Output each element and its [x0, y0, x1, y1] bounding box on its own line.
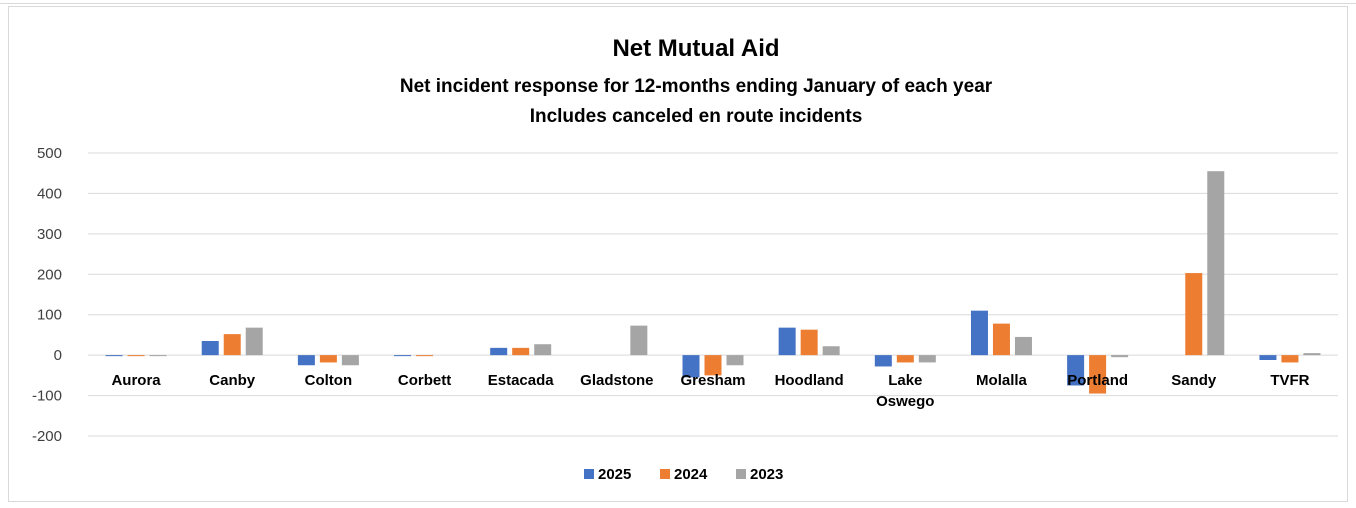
y-tick-label-2: 300 [37, 226, 62, 243]
x-category-label-2: Colton [305, 372, 352, 389]
x-category-label-4: Estacada [488, 372, 555, 389]
bar-2024-lake-oswego [896, 355, 914, 363]
x-category-label-1: Canby [209, 372, 256, 389]
bar-2024-colton [319, 355, 337, 363]
bar-2025-corbett [394, 355, 412, 357]
bar-2024-corbett [416, 355, 434, 357]
y-tick-label-3: 200 [37, 266, 62, 283]
top-border [0, 0, 1356, 4]
bar-2024-tvfr [1281, 355, 1299, 363]
chart-subtitle-line-2: Includes canceled en route incidents [530, 106, 863, 127]
bar-2023-estacada [534, 344, 552, 356]
y-tick-label-0: 500 [37, 145, 62, 162]
bar-2025-tvfr [1259, 355, 1277, 360]
x-category-label-7: Hoodland [775, 372, 844, 389]
x-axis-category-labels: Aurora Canby Colton Corbett Estacada Gladston… [111, 372, 1309, 410]
bar-2023-lake-oswego [918, 355, 936, 363]
bar-2024-estacada [512, 347, 530, 356]
y-tick-label-6: -100 [32, 388, 62, 405]
x-category-label-11: Sandy [1171, 372, 1217, 389]
bar-2025-molalla [970, 310, 988, 356]
bar-2023-aurora [149, 355, 167, 357]
chart-subtitle-line-1: Net incident response for 12-months endi… [400, 76, 993, 97]
x-category-label-5: Gladstone [580, 372, 653, 389]
bar-2023-portland [1111, 355, 1129, 358]
chart-title: Net Mutual Aid [612, 35, 779, 62]
legend-label-2025: 2025 [598, 466, 631, 483]
y-tick-label-7: -200 [32, 428, 62, 445]
bar-2023-colton [341, 355, 359, 366]
bar-2023-sandy [1207, 171, 1225, 356]
x-category-label-0: Aurora [111, 372, 161, 389]
bar-2024-molalla [992, 323, 1010, 356]
x-category-label-6: Gresham [680, 372, 745, 389]
legend-label-2024: 2024 [674, 466, 708, 483]
bar-2023-tvfr [1303, 353, 1321, 356]
bar-2024-gresham [704, 355, 722, 376]
y-tick-label-4: 100 [37, 307, 62, 324]
legend: 2025 2024 2023 [584, 466, 783, 483]
legend-label-2023: 2023 [750, 466, 783, 483]
bar-2025-hoodland [778, 327, 796, 356]
x-category-label-9: Molalla [976, 372, 1028, 389]
chart-frame [8, 6, 1348, 502]
bar-2025-estacada [490, 347, 508, 356]
bars [105, 171, 1321, 394]
legend-swatch-2025 [584, 469, 594, 479]
bar-2025-canby [201, 340, 219, 356]
x-category-label-3: Corbett [398, 372, 451, 389]
x-category-label-8: Lake Oswego [876, 372, 934, 410]
bar-2024-aurora [127, 355, 145, 357]
bar-2025-portland [1067, 355, 1085, 386]
bar-2023-canby [245, 327, 263, 356]
bar-2025-gresham [682, 355, 700, 378]
bar-2025-aurora [105, 355, 123, 357]
bar-2023-gladstone [630, 325, 648, 356]
x-category-label-10: Portland [1067, 372, 1128, 389]
x-category-label-12: TVFR [1270, 372, 1309, 389]
bar-2025-colton [297, 355, 315, 366]
bar-2024-portland [1089, 355, 1107, 394]
y-axis-tick-labels: 500 400 300 200 100 0 -100 -200 [32, 145, 62, 445]
legend-swatch-2023 [736, 469, 746, 479]
bar-2023-molalla [1014, 336, 1032, 356]
y-tick-label-1: 400 [37, 185, 62, 202]
bar-2024-hoodland [800, 329, 818, 356]
bar-2023-hoodland [822, 346, 840, 356]
legend-swatch-2024 [660, 469, 670, 479]
bar-2024-canby [223, 334, 241, 356]
bar-2024-sandy [1185, 273, 1203, 356]
y-tick-label-5: 0 [54, 347, 62, 364]
bar-2023-gresham [726, 355, 744, 366]
gridlines [88, 152, 1338, 437]
bar-2025-lake-oswego [874, 355, 892, 367]
